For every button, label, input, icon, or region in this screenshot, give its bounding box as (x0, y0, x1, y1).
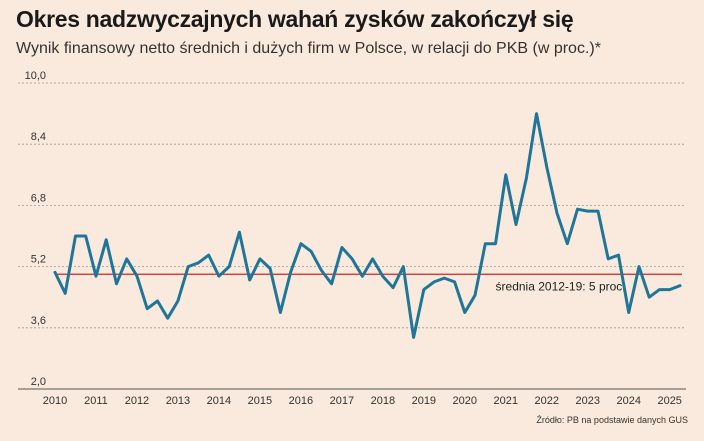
x-tick-label: 2011 (84, 395, 108, 407)
data-point (115, 282, 118, 285)
data-point (289, 271, 292, 274)
data-point (443, 276, 446, 279)
data-point (627, 311, 630, 314)
data-point (545, 166, 548, 169)
x-tick-label: 2017 (330, 395, 354, 407)
data-point (473, 294, 476, 297)
x-tick-label: 2018 (371, 395, 395, 407)
data-point (668, 288, 671, 291)
data-points (53, 112, 681, 339)
data-point (453, 280, 456, 283)
data-point (94, 275, 97, 278)
data-point (320, 269, 323, 272)
y-tick-label: 8,4 (31, 131, 46, 143)
data-point (566, 242, 569, 245)
data-point (146, 307, 149, 310)
data-point (484, 242, 487, 245)
data-point (351, 257, 354, 260)
data-point (187, 265, 190, 268)
data-point (361, 275, 364, 278)
data-point (228, 265, 231, 268)
data-point (525, 177, 528, 180)
data-point (494, 242, 497, 245)
x-tick-label: 2024 (616, 395, 640, 407)
data-point (607, 257, 610, 260)
data-point (248, 278, 251, 281)
data-point (535, 112, 538, 115)
series-group (53, 112, 682, 339)
data-point (412, 336, 415, 339)
data-point (340, 246, 343, 249)
series-line (53, 112, 682, 339)
data-point (207, 254, 210, 257)
data-point (381, 275, 384, 278)
data-point (658, 288, 661, 291)
chart-subtitle: Wynik finansowy netto średnich i dużych … (16, 40, 601, 57)
data-point (105, 238, 108, 241)
x-tick-label: 2022 (535, 395, 559, 407)
data-point (64, 292, 67, 295)
data-point (402, 265, 405, 268)
data-point (156, 299, 159, 302)
x-tick-label: 2015 (248, 395, 272, 407)
data-point (166, 317, 169, 320)
data-point (125, 257, 128, 260)
data-point (84, 234, 87, 237)
x-tick-label: 2012 (125, 395, 149, 407)
data-point (299, 242, 302, 245)
data-point (217, 275, 220, 278)
data-point (74, 234, 77, 237)
data-point (576, 208, 579, 211)
data-point (269, 267, 272, 270)
data-point (197, 261, 200, 264)
data-point (555, 211, 558, 214)
x-tick-label: 2016 (289, 395, 313, 407)
y-tick-label: 5,2 (31, 254, 46, 266)
data-point (310, 250, 313, 253)
data-point (258, 257, 261, 260)
data-point (504, 173, 507, 176)
reference-line-label: średnia 2012-19: 5 proc. (496, 279, 626, 293)
data-point (279, 311, 282, 314)
reference-line-group: średnia 2012-19: 5 proc. (55, 273, 682, 293)
data-point (637, 265, 640, 268)
data-point (586, 210, 589, 213)
data-point (238, 231, 241, 234)
data-point (432, 280, 435, 283)
x-tick-label: 2013 (166, 395, 190, 407)
source-note: Źródło: PB na podstawie danych GUS (536, 415, 688, 425)
data-point (176, 299, 179, 302)
data-point (371, 257, 374, 260)
x-tick-label: 2010 (43, 395, 67, 407)
x-axis-labels: 2010 2011 2012 2013 2014 2015 2016 2017 2018 2019… (43, 395, 682, 407)
data-point (678, 284, 681, 287)
data-point (617, 254, 620, 257)
data-point (330, 282, 333, 285)
data-point (53, 271, 56, 274)
x-tick-label: 2019 (412, 395, 436, 407)
y-tick-label: 6,8 (31, 192, 46, 204)
x-tick-label: 2021 (494, 395, 518, 407)
x-tick-label: 2014 (207, 395, 231, 407)
data-point (391, 286, 394, 289)
data-point (463, 311, 466, 314)
data-point (648, 296, 651, 299)
y-tick-label: 3,6 (31, 315, 46, 327)
x-tick-label: 2025 (657, 395, 681, 407)
data-point (422, 288, 425, 291)
data-point (135, 275, 138, 278)
x-tick-label: 2023 (576, 395, 600, 407)
chart-title: Okres nadzwyczajnych wahań zysków zakońc… (16, 6, 574, 32)
gridlines (18, 82, 686, 390)
x-tick-label: 2020 (453, 395, 477, 407)
y-tick-label: 2,0 (31, 376, 46, 388)
data-point (514, 223, 517, 226)
y-tick-label: 10,0 (25, 70, 46, 82)
y-axis-labels: 2,0 3,6 5,2 6,8 8,4 10,0 (25, 70, 46, 388)
data-point (596, 210, 599, 213)
